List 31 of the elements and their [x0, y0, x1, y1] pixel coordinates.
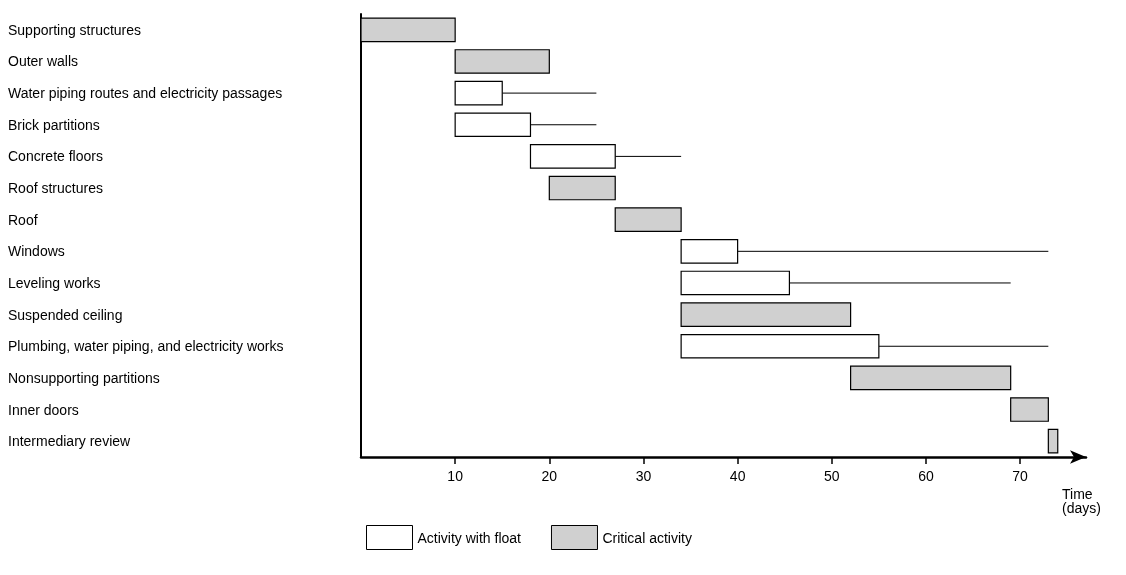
y-tick-label: Water piping routes and electricity passages — [8, 85, 283, 102]
y-tick-label: Suspended ceiling — [8, 306, 123, 323]
bar — [548, 175, 616, 201]
legend-label: Critical activity — [602, 529, 692, 546]
y-tick-label: Plumbing, water piping, and electricity works — [8, 338, 284, 355]
x-tick-label: 30 — [635, 468, 652, 484]
bar — [680, 302, 852, 327]
bar — [454, 49, 550, 74]
y-tick-label: Supporting structures — [8, 21, 142, 38]
y-tick-label: Inner doors — [8, 401, 79, 418]
y-tick-label: Windows — [8, 243, 65, 260]
x-axis-title: Time (days) — [1062, 486, 1101, 516]
x-tick-label: 10 — [447, 468, 464, 484]
bar — [1010, 397, 1049, 422]
x-tick-label: 20 — [541, 468, 558, 484]
y-tick-label: Brick partitions — [8, 116, 100, 133]
y-tick-label: Roof structures — [8, 180, 103, 197]
legend-label: Activity with float — [417, 529, 522, 546]
x-tick-label: 70 — [1012, 468, 1029, 484]
y-tick-label: Concrete floors — [8, 148, 103, 165]
bar — [850, 365, 1012, 391]
x-tick-label: 50 — [823, 468, 840, 484]
bar — [614, 207, 682, 232]
y-tick-label: Nonsupporting partitions — [8, 369, 160, 386]
x-tick-label: 60 — [918, 468, 934, 484]
bar — [1047, 428, 1059, 454]
y-tick-label: Intermediary review — [8, 433, 132, 450]
x-tick-label: 40 — [729, 468, 746, 484]
y-tick-label: Outer walls — [8, 53, 79, 70]
y-tick-label: Roof — [8, 211, 38, 228]
y-tick-label: Leveling works — [8, 274, 101, 291]
